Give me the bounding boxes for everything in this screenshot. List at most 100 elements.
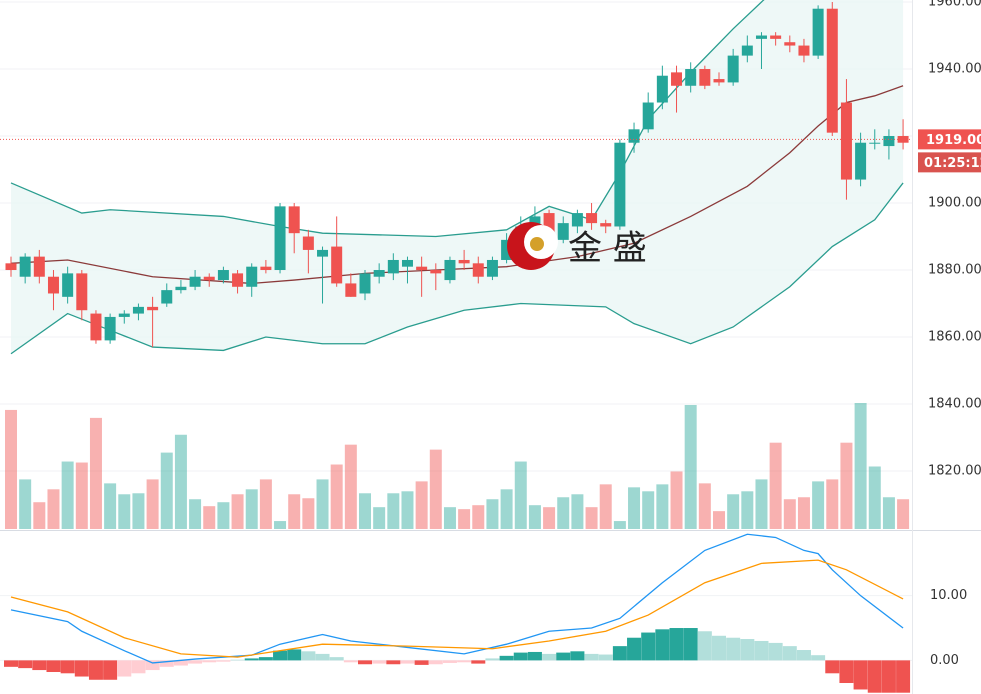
candle-body: [614, 142, 626, 227]
macd-bar: [414, 660, 429, 665]
volume-bar: [642, 491, 655, 529]
volume-bar: [231, 494, 244, 529]
volume-bar: [571, 494, 584, 529]
y-tick-label: 10.00: [930, 588, 967, 603]
volume-bar: [486, 499, 499, 529]
volume-bar: [160, 452, 173, 529]
candle-body: [260, 266, 272, 271]
candle-body: [628, 129, 640, 143]
candle-body: [416, 266, 428, 271]
volume-bar: [755, 479, 768, 529]
candle-body: [387, 259, 399, 274]
macd-bar: [768, 642, 783, 661]
volume-bar: [882, 497, 895, 529]
volume-bar: [47, 489, 60, 529]
volume-bar: [783, 499, 796, 529]
watermark-text: 金 盛: [568, 229, 647, 269]
macd-bar: [712, 635, 726, 661]
y-tick-label: 1960.00: [928, 0, 981, 10]
candle-body: [501, 239, 513, 260]
volume-bar: [698, 483, 711, 529]
y-tick-label: 1880.00: [928, 263, 981, 278]
macd-bar: [655, 629, 670, 661]
volume-bar: [146, 479, 159, 529]
macd-bar: [782, 646, 797, 661]
macd-bar: [598, 654, 613, 661]
candle-body: [33, 256, 45, 277]
candle-body: [161, 290, 173, 304]
candle-body: [458, 259, 470, 264]
macd-bar: [117, 660, 132, 677]
candle-body: [586, 213, 598, 224]
volume-bar: [727, 494, 740, 529]
macd-bar: [471, 660, 486, 664]
candle-body: [472, 263, 484, 277]
volume-bar: [500, 489, 513, 529]
candle-body: [557, 223, 569, 240]
candle-body: [274, 206, 286, 271]
macd-bar: [825, 660, 840, 674]
volume-bar: [443, 507, 456, 529]
candle-body: [401, 259, 413, 267]
volume-bar: [599, 484, 612, 529]
candle-body: [430, 270, 442, 274]
candle-body: [76, 273, 88, 311]
macd-bar: [641, 632, 656, 661]
volume-bar: [245, 489, 258, 529]
y-tick-label: 1900.00: [928, 196, 981, 211]
candle-body: [671, 72, 683, 86]
candle-body: [770, 35, 782, 39]
macd-bar: [839, 660, 854, 684]
volume-bar: [5, 409, 17, 529]
candle-body: [840, 102, 852, 180]
volume-bar: [684, 404, 697, 529]
macd-bar: [74, 660, 89, 677]
volume-bar: [769, 442, 782, 529]
price-axis: 1960.001940.001920.001900.001880.001860.…: [918, 0, 981, 668]
volume-bar: [359, 493, 371, 529]
volume-bar: [33, 502, 46, 529]
macd-bar: [315, 653, 330, 661]
volume-bar: [316, 479, 329, 529]
volume-bar: [203, 506, 216, 529]
volume-bar: [259, 479, 272, 529]
candle-body: [147, 306, 159, 311]
volume-bar: [19, 479, 32, 529]
candle-body: [47, 276, 59, 294]
macd-bar: [188, 660, 203, 664]
logo: [530, 237, 544, 251]
macd-bar: [726, 637, 741, 661]
candle-body: [5, 263, 17, 271]
y-tick-label: 1840.00: [928, 397, 981, 412]
candle-body: [685, 69, 697, 86]
volume-bar: [840, 442, 853, 529]
candle-body: [331, 246, 343, 284]
macd-bar: [287, 649, 302, 661]
watermark: 金 盛: [507, 222, 647, 270]
candle-body: [543, 213, 555, 240]
candle-body: [812, 8, 824, 56]
macd-bar: [697, 631, 712, 661]
candle-body: [713, 79, 725, 83]
candle-body: [217, 270, 229, 281]
candle-body: [104, 316, 116, 341]
macd-bar: [754, 640, 769, 661]
volume-bar: [628, 487, 641, 529]
macd-bar: [202, 660, 217, 663]
macd-bar: [216, 660, 231, 662]
macd-bar: [867, 660, 882, 693]
candle-body: [642, 102, 654, 130]
macd-bar: [612, 646, 627, 661]
macd-bar: [400, 660, 415, 664]
candle-body: [90, 313, 102, 341]
macd-bar: [442, 660, 457, 663]
band-line: [10, 0, 765, 238]
candle-body: [529, 216, 541, 227]
volume-bar: [89, 417, 102, 529]
volume-bar: [217, 502, 230, 529]
candle-body: [571, 213, 583, 227]
macd-bar: [386, 660, 401, 665]
candle-body: [656, 75, 668, 103]
candle-body: [855, 142, 867, 180]
